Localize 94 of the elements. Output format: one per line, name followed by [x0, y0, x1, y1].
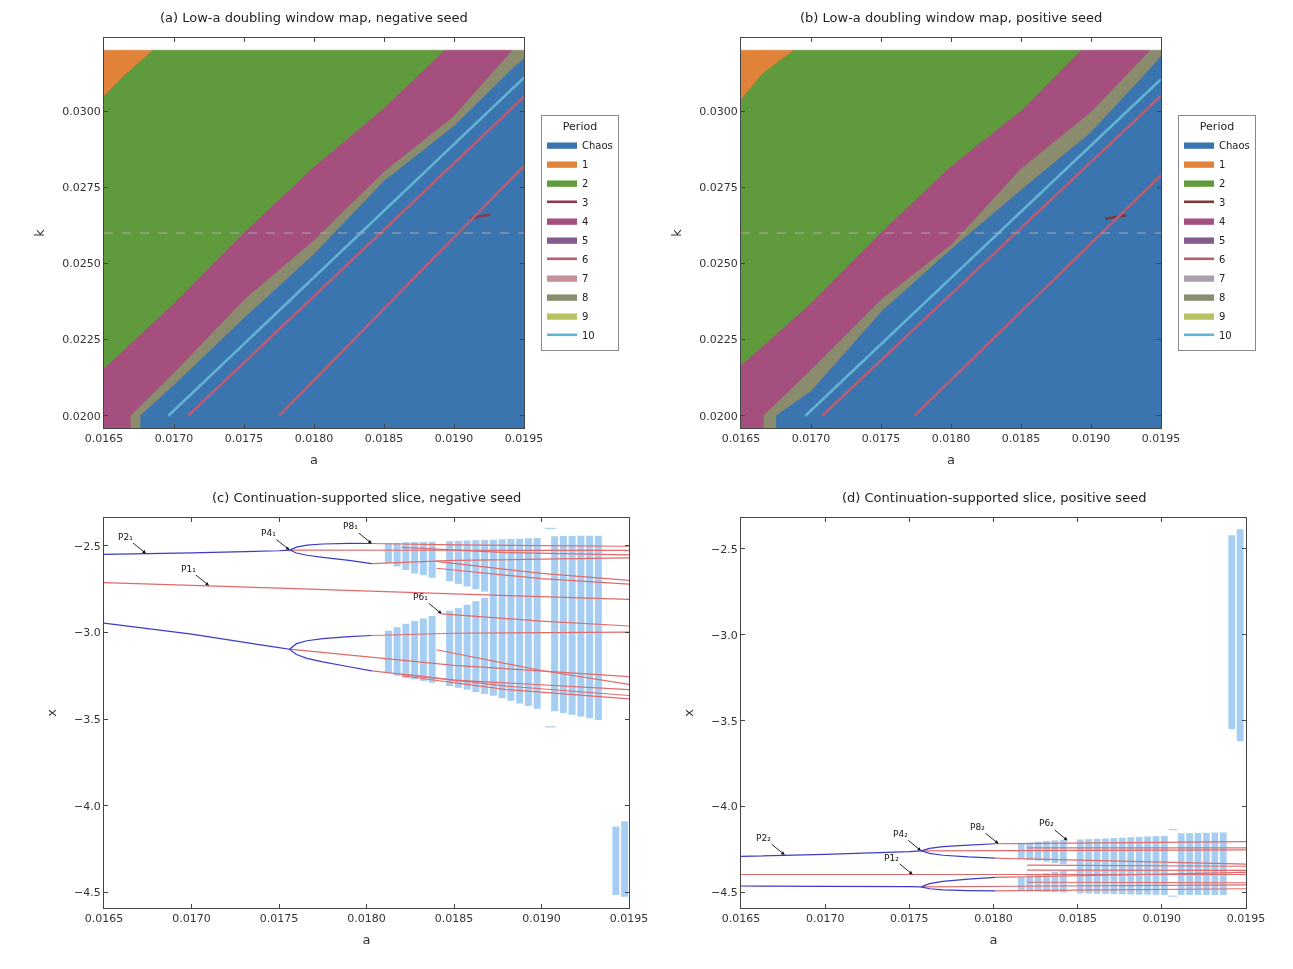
y-tick-label: −3.5	[711, 714, 738, 728]
y-tick-label: 0.0275	[62, 181, 101, 195]
x-axis-title: a	[362, 931, 371, 947]
chart-title: (c) Continuation-supported slice, negative seed	[212, 490, 522, 505]
legend-label: 7	[1219, 272, 1226, 284]
annotation: P8₁	[343, 521, 359, 531]
legend-label: 4	[582, 215, 589, 227]
x-tick-label: 0.0175	[224, 432, 264, 446]
x-tick-label: 0.0175	[259, 912, 299, 926]
legend-label: 7	[582, 272, 589, 284]
legend-label: 1	[582, 158, 589, 170]
annotation: P2₂	[756, 833, 772, 843]
chart-title: (b) Low-a doubling window map, positive seed	[800, 10, 1103, 25]
x-tick-label: 0.0175	[890, 912, 929, 926]
x-tick-label: 0.0170	[791, 432, 831, 446]
annotation: P4₁	[261, 528, 277, 538]
y-tick-label: 0.0275	[699, 181, 738, 195]
x-axis-title: a	[947, 451, 955, 467]
legend-label: 10	[582, 329, 595, 341]
legend-label: 3	[1219, 196, 1226, 208]
x-tick-label: 0.0170	[172, 912, 211, 926]
y-tick-label: 0.0250	[62, 257, 101, 271]
x-axis-title: a	[989, 931, 998, 947]
x-tick-label: 0.0165	[721, 912, 761, 926]
y-tick-label: −3.5	[74, 712, 101, 726]
chart-title: (a) Low-a doubling window map, negative seed	[160, 10, 468, 25]
y-tick-label: −3.0	[74, 626, 101, 640]
legend-title: Period	[1199, 120, 1235, 134]
y-tick-label: −3.0	[711, 628, 738, 642]
x-tick-label: 0.0180	[347, 912, 386, 926]
y-axis-title: k	[669, 228, 685, 237]
legend-label: 9	[1219, 310, 1226, 322]
y-tick-label: 0.0225	[699, 333, 738, 347]
y-tick-label: −2.5	[74, 539, 101, 553]
x-tick-label: 0.0175	[861, 432, 901, 446]
x-tick-label: 0.0195	[1226, 912, 1266, 926]
y-tick-label: 0.0200	[699, 409, 738, 423]
legend-label: 6	[582, 253, 589, 265]
x-tick-label: 0.0190	[522, 912, 561, 926]
y-tick-label: 0.0225	[62, 333, 101, 347]
annotation: P6₂	[1039, 818, 1055, 828]
x-axis-title: a	[310, 451, 318, 467]
x-tick-label: 0.0170	[154, 432, 194, 446]
y-tick-label: 0.0300	[62, 104, 101, 118]
x-tick-label: 0.0190	[1142, 912, 1182, 926]
x-tick-label: 0.0190	[1071, 432, 1111, 446]
legend-title: Period	[562, 120, 598, 134]
legend-label: 1	[1219, 158, 1226, 170]
legend-label: 2	[582, 177, 589, 189]
legend-label: 4	[1219, 215, 1226, 227]
x-tick-label: 0.0165	[84, 432, 124, 446]
y-tick-label: −4.5	[74, 886, 101, 900]
x-tick-label: 0.0195	[504, 432, 544, 446]
annotation: P6₁	[413, 592, 429, 602]
legend-label: 6	[1219, 253, 1226, 265]
annotation: P8₂	[970, 822, 986, 832]
legend-label: 3	[582, 196, 589, 208]
x-tick-label: 0.0185	[364, 432, 404, 446]
x-tick-label: 0.0185	[434, 912, 474, 926]
annotation: P4₂	[893, 829, 909, 839]
y-tick-label: −4.0	[711, 800, 738, 814]
y-tick-label: 0.0200	[62, 409, 101, 423]
legend-label: 9	[582, 310, 589, 322]
legend-label: 5	[1219, 234, 1226, 246]
x-tick-label: 0.0185	[1058, 912, 1097, 926]
x-tick-label: 0.0180	[931, 432, 971, 446]
legend-label: Chaos	[582, 139, 613, 151]
legend-label: 5	[582, 234, 589, 246]
x-tick-label: 0.0170	[805, 912, 845, 926]
legend-label: 8	[1219, 291, 1226, 303]
annotation: P2₁	[118, 532, 134, 542]
x-tick-label: 0.0185	[1001, 432, 1041, 446]
y-axis-title: x	[681, 708, 697, 717]
y-tick-label: 0.0300	[699, 104, 738, 118]
legend-label: 10	[1219, 329, 1232, 341]
x-tick-label: 0.0195	[1141, 432, 1181, 446]
x-tick-label: 0.0195	[609, 912, 649, 926]
y-tick-label: −4.5	[711, 886, 738, 900]
y-axis-title: x	[44, 708, 60, 717]
x-tick-label: 0.0190	[434, 432, 474, 446]
y-tick-label: 0.0250	[699, 257, 738, 271]
annotation: P1₂	[884, 853, 900, 863]
chart-title: (d) Continuation-supported slice, positive seed	[842, 490, 1147, 505]
y-axis-title: k	[32, 228, 48, 237]
legend-label: 8	[582, 291, 589, 303]
y-tick-label: −4.0	[74, 799, 101, 813]
x-tick-label: 0.0165	[84, 912, 124, 926]
annotation: P1₁	[181, 564, 197, 574]
x-tick-label: 0.0165	[721, 432, 761, 446]
x-tick-label: 0.0180	[974, 912, 1013, 926]
x-tick-label: 0.0180	[294, 432, 334, 446]
legend-label: Chaos	[1219, 139, 1250, 151]
legend-label: 2	[1219, 177, 1226, 189]
y-tick-label: −2.5	[711, 542, 738, 556]
